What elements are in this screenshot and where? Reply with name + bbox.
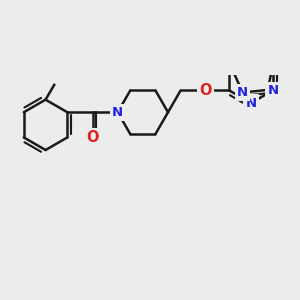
- Text: O: O: [200, 83, 212, 98]
- Text: O: O: [86, 130, 99, 145]
- Text: N: N: [112, 106, 123, 119]
- Text: N: N: [267, 84, 278, 97]
- Text: N: N: [237, 86, 248, 99]
- Text: N: N: [245, 97, 256, 110]
